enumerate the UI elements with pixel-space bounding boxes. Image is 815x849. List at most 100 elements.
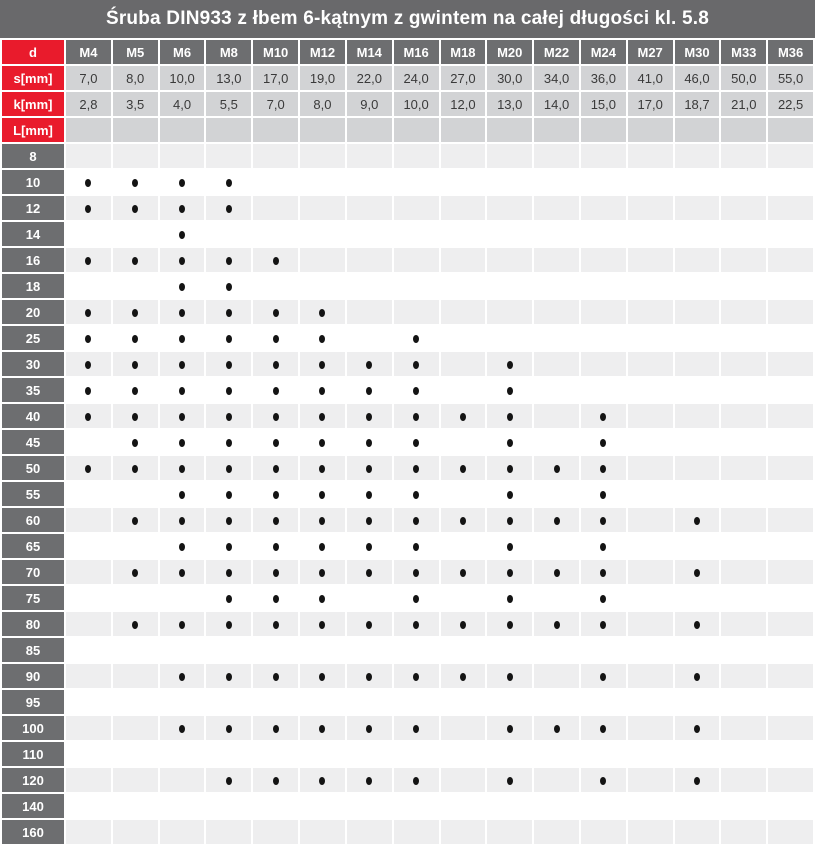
k-value-cell: 13,0 xyxy=(487,92,533,116)
availability-cell xyxy=(66,742,111,766)
availability-cell xyxy=(112,508,158,532)
availability-cell xyxy=(300,404,345,428)
dot-icon xyxy=(272,568,279,577)
availability-cell xyxy=(580,274,626,298)
availability-cell xyxy=(300,586,345,610)
dot-icon xyxy=(272,516,279,525)
availability-cell xyxy=(253,612,299,636)
availability-cell xyxy=(487,456,533,480)
length-row: 60 xyxy=(2,508,813,532)
s-value-cell: 17,0 xyxy=(253,66,299,90)
dot-icon xyxy=(272,594,279,603)
availability-cell xyxy=(253,638,299,662)
availability-cell xyxy=(112,482,158,506)
availability-cell xyxy=(253,560,299,584)
availability-cell xyxy=(487,664,533,688)
availability-cell xyxy=(721,560,767,584)
availability-cell xyxy=(393,638,439,662)
availability-cell xyxy=(627,794,673,818)
availability-cell xyxy=(674,352,720,376)
dot-icon xyxy=(132,412,139,421)
availability-cell xyxy=(721,404,767,428)
l-header-empty-cell xyxy=(206,118,252,142)
availability-cell xyxy=(580,222,626,246)
availability-cell xyxy=(440,768,486,792)
availability-cell xyxy=(440,716,486,740)
availability-cell xyxy=(112,690,158,714)
availability-cell xyxy=(627,560,673,584)
length-row-header: 20 xyxy=(2,300,64,324)
dot-icon xyxy=(179,568,186,577)
availability-cell xyxy=(300,326,345,350)
availability-cell xyxy=(159,664,205,688)
availability-cell xyxy=(393,742,439,766)
dot-icon xyxy=(132,516,139,525)
availability-cell xyxy=(487,222,533,246)
dot-icon xyxy=(272,620,279,629)
availability-cell xyxy=(253,196,299,220)
dot-icon xyxy=(413,438,420,447)
k-value-cell: 10,0 xyxy=(393,92,439,116)
availability-cell xyxy=(440,690,486,714)
availability-cell xyxy=(440,326,486,350)
dot-icon xyxy=(225,282,232,291)
dot-icon xyxy=(85,360,92,369)
dot-icon xyxy=(553,620,560,629)
spec-table: d M4 M5 M6 M8 M10 M12 M14 M16 M18 M20 M22 M24 M27 M30 M… xyxy=(0,38,815,846)
availability-cell xyxy=(768,274,813,298)
availability-cell xyxy=(721,326,767,350)
availability-cell xyxy=(66,534,111,558)
availability-cell xyxy=(534,248,579,272)
availability-cell xyxy=(768,326,813,350)
availability-cell xyxy=(253,534,299,558)
availability-cell xyxy=(66,352,111,376)
availability-cell xyxy=(721,716,767,740)
availability-cell xyxy=(346,586,392,610)
availability-cell xyxy=(393,482,439,506)
length-row: 75 xyxy=(2,586,813,610)
dot-icon xyxy=(85,308,92,317)
availability-cell xyxy=(721,430,767,454)
availability-cell xyxy=(66,326,111,350)
l-header-empty-cell xyxy=(627,118,673,142)
availability-cell xyxy=(768,196,813,220)
availability-cell xyxy=(487,482,533,506)
availability-cell xyxy=(112,274,158,298)
availability-cell xyxy=(534,274,579,298)
availability-cell xyxy=(768,820,813,844)
diameter-column-header: M4 xyxy=(66,40,111,64)
availability-cell xyxy=(346,794,392,818)
availability-cell xyxy=(487,170,533,194)
availability-cell xyxy=(440,144,486,168)
availability-cell xyxy=(440,612,486,636)
availability-cell xyxy=(206,508,252,532)
availability-cell xyxy=(674,820,720,844)
availability-cell xyxy=(721,508,767,532)
dot-icon xyxy=(272,724,279,733)
length-row-header: 55 xyxy=(2,482,64,506)
dot-icon xyxy=(85,334,92,343)
availability-cell xyxy=(627,274,673,298)
availability-cell xyxy=(393,248,439,272)
s-value-cell: 24,0 xyxy=(393,66,439,90)
availability-cell xyxy=(674,456,720,480)
dot-icon xyxy=(179,360,186,369)
availability-cell xyxy=(534,508,579,532)
availability-cell xyxy=(768,612,813,636)
availability-cell xyxy=(487,638,533,662)
availability-cell xyxy=(627,326,673,350)
length-row: 120 xyxy=(2,768,813,792)
length-row-header: 110 xyxy=(2,742,64,766)
availability-cell xyxy=(300,222,345,246)
availability-cell xyxy=(627,690,673,714)
dot-icon xyxy=(413,464,420,473)
availability-cell xyxy=(206,690,252,714)
availability-cell xyxy=(721,352,767,376)
diameter-column-header: M20 xyxy=(487,40,533,64)
availability-cell xyxy=(487,534,533,558)
dot-icon xyxy=(506,360,513,369)
dot-icon xyxy=(366,490,373,499)
availability-cell xyxy=(627,196,673,220)
availability-cell xyxy=(534,820,579,844)
s-value-cell: 8,0 xyxy=(112,66,158,90)
